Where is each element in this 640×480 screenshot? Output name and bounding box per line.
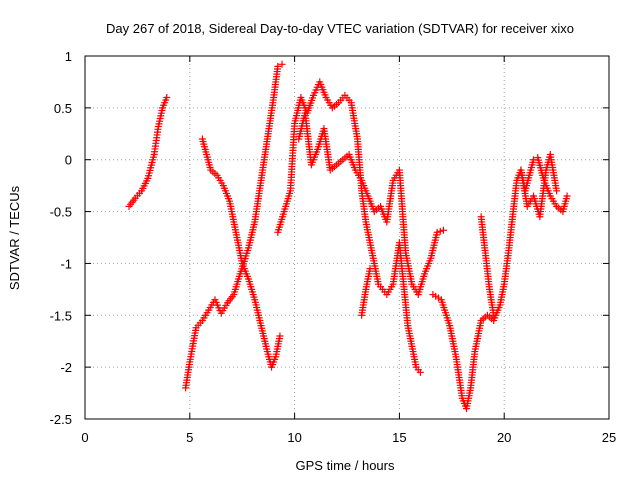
y-tick-label: 0 xyxy=(65,153,72,168)
x-tick-label: 10 xyxy=(287,430,301,445)
y-tick-label: -1 xyxy=(60,256,72,271)
chart-title: Day 267 of 2018, Sidereal Day-to-day VTE… xyxy=(106,21,574,36)
data-point xyxy=(366,265,374,273)
y-tick-label: 0.5 xyxy=(54,101,72,116)
data-point xyxy=(439,226,447,234)
data-point xyxy=(278,60,286,68)
data-point xyxy=(563,192,571,200)
y-tick-label: 1 xyxy=(65,49,72,64)
x-tick-label: 25 xyxy=(602,430,616,445)
data-point xyxy=(163,93,171,101)
data-point xyxy=(274,62,282,70)
x-tick-label: 20 xyxy=(497,430,511,445)
data-points xyxy=(125,60,571,413)
y-axis-label: SDTVAR / TECUs xyxy=(7,185,22,290)
y-tick-label: -2 xyxy=(60,360,72,375)
x-tick-label: 0 xyxy=(81,430,88,445)
data-point xyxy=(553,187,561,195)
x-tick-label: 5 xyxy=(186,430,193,445)
x-axis-label: GPS time / hours xyxy=(296,458,395,473)
y-tick-label: -0.5 xyxy=(50,205,72,220)
y-tick-label: -2.5 xyxy=(50,412,72,427)
data-point xyxy=(433,228,441,236)
gridlines xyxy=(85,56,609,419)
y-tick-label: -1.5 xyxy=(50,308,72,323)
data-point xyxy=(276,332,284,340)
x-tick-label: 15 xyxy=(392,430,406,445)
plot-frame xyxy=(84,55,610,420)
data-point xyxy=(490,311,498,319)
data-point-interp xyxy=(436,227,444,235)
data-point xyxy=(416,368,424,376)
